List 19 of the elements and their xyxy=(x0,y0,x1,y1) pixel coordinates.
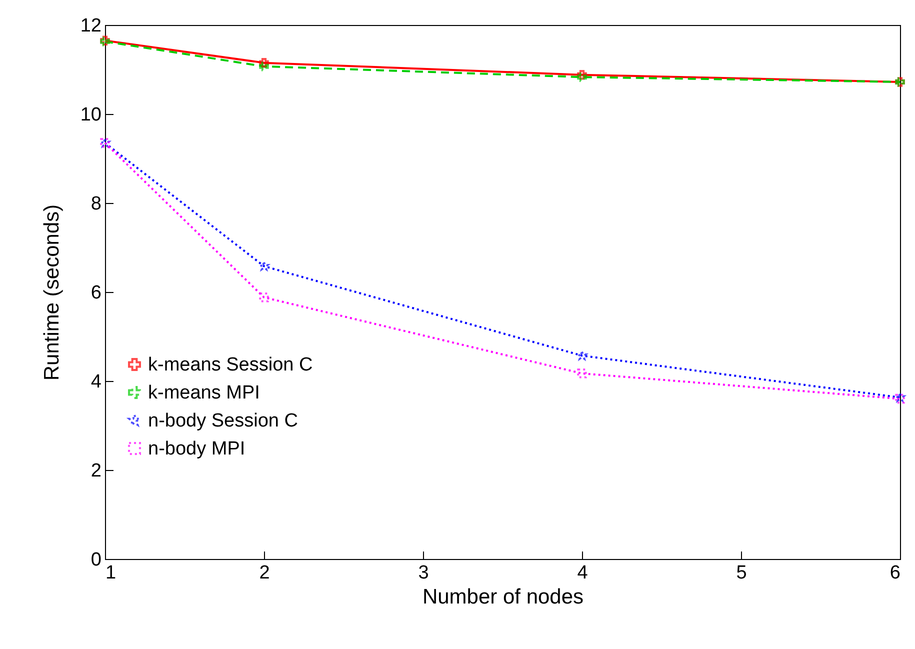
legend-label: n-body MPI xyxy=(148,438,246,460)
y-tick-label: 4 xyxy=(90,372,102,392)
x-tick-label: 4 xyxy=(577,562,588,584)
x-tick-label: 6 xyxy=(890,562,900,584)
legend-label: k-means MPI xyxy=(148,382,260,404)
y-tick-label: 0 xyxy=(90,550,102,570)
y-tick-label: 10 xyxy=(80,104,102,126)
x-tick-label: 1 xyxy=(106,562,116,584)
y-axis-title: Runtime (seconds) xyxy=(40,204,64,381)
legend-label: k-means Session C xyxy=(148,354,313,376)
y-tick-label: 8 xyxy=(90,194,102,214)
x-tick-label: 5 xyxy=(736,562,747,584)
x-axis-title: Number of nodes xyxy=(422,586,584,608)
y-tick-label: 12 xyxy=(80,16,102,36)
x-tick-label: 2 xyxy=(259,562,270,584)
y-tick-label: 2 xyxy=(90,460,102,482)
x-tick-label: 3 xyxy=(418,562,429,584)
y-tick-label: 6 xyxy=(90,282,102,304)
legend-label: n-body Session C xyxy=(148,410,298,432)
